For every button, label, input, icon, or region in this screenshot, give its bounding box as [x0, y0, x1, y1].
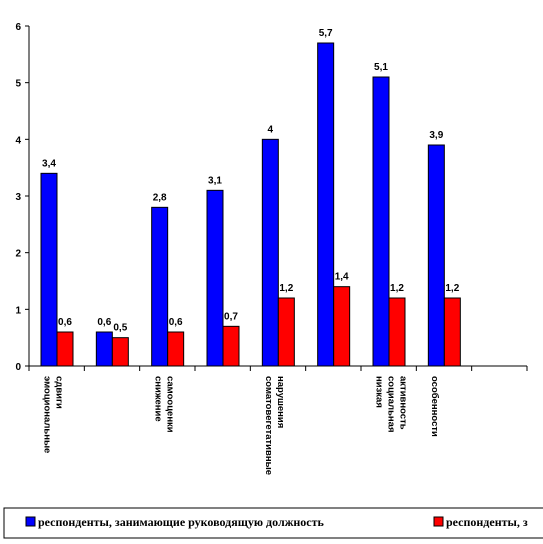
bar-blue: [40, 172, 58, 367]
data-label: 3,9: [429, 130, 443, 141]
category-label: сдвиги: [54, 376, 65, 409]
data-label: 1,2: [445, 283, 459, 294]
bar-blue: [372, 76, 390, 367]
bar-red: [277, 297, 295, 367]
bar-red: [111, 337, 129, 367]
data-label: 1,4: [335, 272, 349, 283]
bar-blue: [261, 138, 279, 367]
category-label: социальная: [386, 376, 397, 433]
y-tick-label: 6: [15, 22, 21, 33]
bar-red: [56, 331, 74, 367]
data-label: 0,6: [58, 317, 72, 328]
data-label: 0,6: [169, 317, 183, 328]
data-label: 0,7: [224, 311, 238, 322]
data-label: 3,4: [42, 158, 56, 169]
bar-blue: [151, 206, 169, 367]
data-label: 3,1: [208, 175, 222, 186]
category-label: низкая: [374, 376, 385, 408]
category-label: активность: [398, 376, 409, 430]
data-label: 2,8: [153, 192, 167, 203]
x-axis: [28, 365, 528, 371]
legend: респонденты, занимающие руководящую долж…: [3, 507, 543, 539]
legend-box: [3, 507, 543, 539]
legend-swatch: [433, 516, 444, 527]
category-label: эмоциональные: [42, 376, 53, 453]
y-tick-label: 1: [15, 305, 21, 316]
y-tick-label: 3: [15, 192, 21, 203]
category-label: соматовегетативные: [263, 376, 274, 475]
bars: [40, 42, 461, 367]
data-label: 0,6: [97, 317, 111, 328]
y-tick-label: 0: [15, 362, 21, 373]
bar-red: [333, 286, 351, 367]
bar-blue: [95, 331, 113, 367]
data-labels: 3,40,62,83,145,75,13,90,60,50,60,71,21,4…: [42, 28, 460, 334]
data-label: 1,2: [390, 283, 404, 294]
bar-red: [167, 331, 185, 367]
bar-red: [388, 297, 406, 367]
category-labels: эмоциональные сдвиги снижение самооценки сом…: [42, 376, 440, 475]
category-label: самооценки: [164, 376, 175, 433]
y-tick-label: 4: [15, 135, 21, 146]
category-label: снижение: [152, 376, 163, 422]
category-label: нарушения: [275, 376, 286, 428]
legend-label: респонденты, занимающие руководящую долж…: [38, 515, 325, 529]
bar-blue: [317, 42, 335, 367]
data-label: 0,5: [113, 323, 127, 334]
data-label: 5,7: [319, 28, 333, 39]
bar-red: [222, 325, 240, 367]
bar-blue: [206, 189, 224, 367]
y-axis: 0 1 2 3 4 5 6: [15, 22, 30, 373]
legend-label: респонденты, з: [446, 515, 528, 529]
bar-blue: [427, 144, 445, 367]
y-tick-label: 5: [15, 79, 21, 90]
bar-red: [443, 297, 461, 367]
data-label: 4: [268, 124, 274, 135]
data-label: 1,2: [279, 283, 293, 294]
y-tick-label: 2: [15, 249, 21, 260]
legend-swatch: [25, 516, 36, 527]
data-label: 5,1: [374, 62, 388, 73]
category-label: особенности: [429, 376, 440, 437]
